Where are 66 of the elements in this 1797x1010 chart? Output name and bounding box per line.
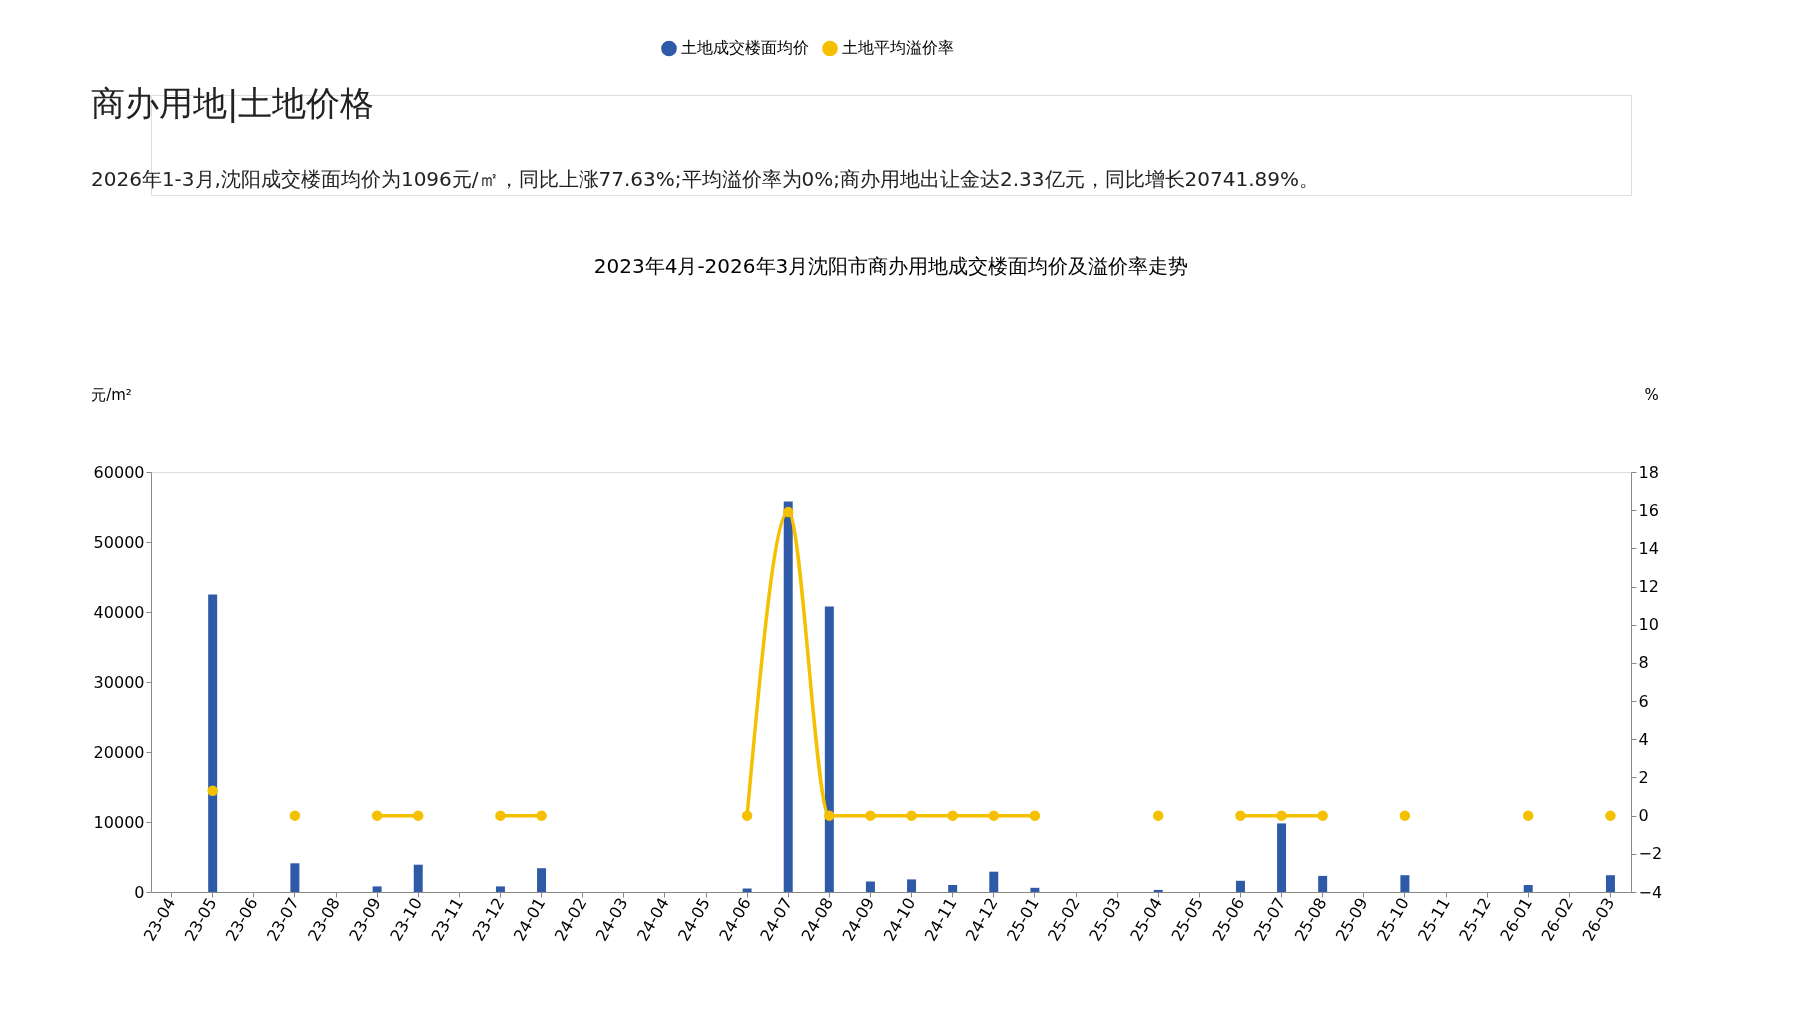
y2-tick-label: −2 (1638, 844, 1663, 864)
y2-tick-label: 0 (1638, 806, 1649, 826)
text: 2026年1-3月,沈阳成交楼面均价为1096元/㎡，同比上涨77.63%;平均溢价率为0%;商办用地出让金达2.33亿元，同比增长20741.89%。 (91, 167, 1319, 191)
y-tick-label: 40000 (93, 602, 145, 622)
y-tick-label: 10000 (93, 812, 145, 832)
bar (372, 886, 382, 892)
bar (1605, 875, 1615, 892)
chart-title: 2023年4月-2026年3月沈阳市商办用地成交楼面均价及溢价率走势 (593, 254, 1189, 278)
bar (208, 594, 218, 892)
y-tick-label: 0 (134, 882, 145, 902)
bar (907, 879, 917, 892)
point (536, 810, 547, 821)
text: 商办用地|土地价格 (91, 83, 375, 123)
point (1029, 810, 1041, 821)
point (1522, 810, 1534, 821)
point (289, 810, 301, 821)
bar (1523, 885, 1533, 892)
bar (865, 881, 875, 892)
point (988, 810, 1000, 821)
point (865, 810, 876, 821)
y2-tick-label: 18 (1638, 462, 1659, 482)
point (1317, 810, 1328, 821)
y-tick-label: 30000 (93, 672, 145, 692)
point (947, 810, 958, 821)
point (782, 506, 794, 518)
point (495, 810, 506, 821)
bar (783, 501, 793, 892)
y2-tick-label: −4 (1638, 882, 1663, 902)
y-axis-title: 元/m² (91, 385, 132, 404)
bar (1030, 887, 1040, 892)
point (412, 810, 424, 821)
bar (1400, 875, 1410, 892)
point (371, 810, 383, 821)
y2-tick-label: 4 (1638, 729, 1649, 749)
y2-tick-label: 6 (1638, 691, 1649, 711)
bar (537, 868, 547, 892)
y2-tick-label: 14 (1638, 538, 1659, 558)
point (1276, 810, 1287, 821)
point (1235, 810, 1246, 821)
point (1399, 810, 1411, 821)
y2-tick-label: 16 (1638, 500, 1659, 520)
y2-tick-label: 2 (1638, 767, 1649, 787)
y-tick-label: 20000 (93, 742, 145, 762)
bar (495, 886, 505, 892)
bar (948, 885, 958, 892)
point (741, 810, 753, 821)
y2-tick-label: 12 (1638, 577, 1659, 597)
bar (1153, 889, 1163, 892)
legend-label: 土地平均溢价率 (842, 38, 954, 58)
y2-axis-title: % (1644, 385, 1659, 404)
y-tick-label: 60000 (93, 462, 145, 482)
point (1152, 810, 1164, 821)
y-tick-label: 50000 (93, 532, 145, 552)
bar (1277, 823, 1287, 892)
bar (1235, 880, 1245, 892)
bar (290, 863, 300, 892)
bar (989, 871, 999, 892)
point (824, 810, 835, 821)
legend-label: 土地成交楼面均价 (681, 38, 809, 58)
y2-tick-label: 10 (1638, 615, 1659, 635)
bar (1318, 875, 1328, 892)
bar (413, 864, 423, 892)
y2-tick-label: 8 (1638, 653, 1649, 673)
point (207, 785, 218, 797)
point (906, 810, 917, 821)
bar (824, 606, 834, 892)
